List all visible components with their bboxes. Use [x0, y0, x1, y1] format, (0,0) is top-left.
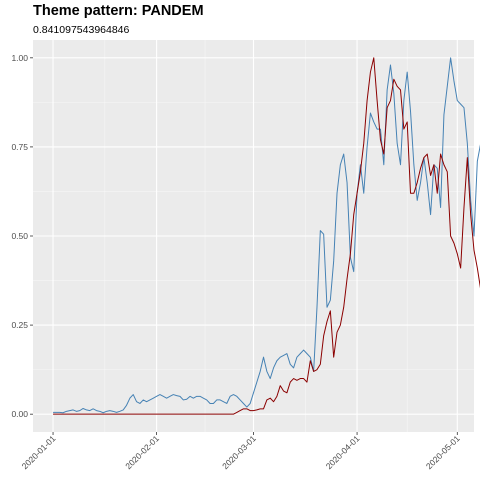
x-tick-label: 2020-04-01	[324, 433, 362, 471]
y-tick-label: 0.25	[11, 320, 28, 330]
y-tick-label: 0.00	[11, 409, 28, 419]
x-tick-label: 2020-02-01	[123, 433, 161, 471]
x-tick-label: 2020-03-01	[220, 433, 258, 471]
series-line-1	[53, 57, 480, 414]
y-tick-label: 1.00	[11, 53, 28, 63]
x-axis: 2020-01-01 2020-02-01 2020-03-01 2020-04-01…	[20, 432, 462, 471]
series-line-2	[53, 57, 480, 415]
major-gridlines	[33, 40, 474, 432]
chart-title: Theme pattern: PANDEM	[33, 3, 204, 19]
y-tick-label: 0.75	[11, 142, 28, 152]
x-tick-label: 2020-05-01	[424, 433, 462, 471]
y-tick-label: 0.50	[11, 231, 28, 241]
series-layer	[53, 57, 480, 415]
x-tick-label: 2020-01-01	[20, 433, 58, 471]
chart-subtitle: 0.841097543964846	[33, 24, 130, 36]
y-axis: 0.00 0.25 0.50 0.75 1.00	[11, 53, 33, 419]
